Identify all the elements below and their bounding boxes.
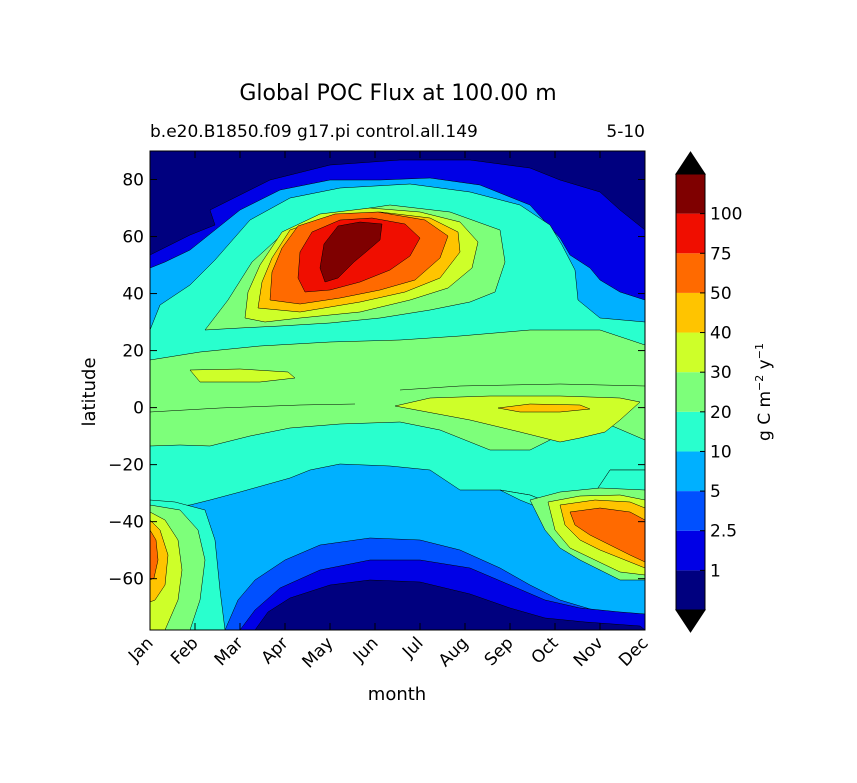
- y-tick-label: 80: [122, 171, 144, 191]
- colorbar-tick-label: 30: [710, 363, 732, 383]
- contour-band-100-north: [319, 221, 383, 283]
- colorbar-swatch: [676, 332, 705, 373]
- colorbar-label-exp2: −1: [753, 343, 766, 359]
- contour-line-eq: [150, 403, 356, 413]
- colorbar-swatch: [676, 570, 705, 610]
- colorbar: 1 2.5 5 10 20 30 40 50 75 100: [675, 151, 742, 633]
- x-tick-label: Dec: [615, 633, 652, 670]
- colorbar-tick-label: 50: [710, 284, 732, 304]
- colorbar-tick-label: 2.5: [710, 522, 737, 542]
- x-tick-label: Sep: [481, 633, 518, 670]
- x-tick-label: Nov: [570, 633, 608, 671]
- x-tick-label: Apr: [258, 633, 293, 668]
- colorbar-label-mid: y: [755, 359, 775, 374]
- colorbar-swatch: [676, 292, 705, 333]
- colorbar-tick-label: 20: [710, 403, 732, 423]
- y-tick-label: 0: [133, 399, 144, 419]
- y-tick-label: 40: [122, 285, 144, 305]
- colorbar-label-main: g C m: [755, 391, 775, 441]
- contour-line-north-20: [399, 383, 645, 391]
- colorbar-swatch: [676, 253, 705, 293]
- contour-band-50-75-south: [569, 507, 645, 563]
- chart-subtitle-left: b.e20.B1850.f09 g17.pi control.all.149: [150, 122, 478, 142]
- y-tick-label: 60: [122, 228, 144, 248]
- colorbar-frame: [675, 173, 706, 611]
- colorbar-swatch: [676, 213, 705, 254]
- y-axis-ticks: 80 60 40 20 0 −20 −40 −60: [108, 171, 645, 590]
- colorbar-label: g C m−2 y−1: [753, 343, 775, 441]
- x-tick-label: Jun: [349, 633, 383, 667]
- y-axis-label: latitude: [79, 357, 100, 426]
- x-axis-label: month: [368, 684, 426, 705]
- chart-subtitle-right: 5-10: [606, 122, 645, 142]
- contour-band-arctic-low: [150, 151, 645, 301]
- x-tick-label: Mar: [211, 633, 248, 670]
- y-tick-label: 20: [122, 342, 144, 362]
- x-tick-label: Jan: [124, 633, 157, 666]
- x-tick-label: May: [299, 633, 338, 672]
- y-tick-label: −40: [108, 513, 144, 533]
- colorbar-swatch: [676, 491, 705, 531]
- colorbar-tick-label: 100: [710, 205, 742, 225]
- x-tick-label: Oct: [528, 633, 563, 668]
- colorbar-tick-label: 10: [710, 442, 732, 462]
- contour-band-1-south: [254, 579, 645, 630]
- contour-fills: [150, 151, 645, 630]
- y-tick-label: −60: [108, 570, 144, 590]
- x-tick-label: Feb: [167, 633, 202, 668]
- y-tick-label: −20: [108, 456, 144, 476]
- colorbar-tick-label: 5: [710, 482, 721, 502]
- contour-band-30-40-strip: [189, 368, 296, 383]
- contour-band-50-75-sw: [150, 529, 159, 581]
- colorbar-swatch: [676, 411, 705, 452]
- contour-band-arctic-1: [150, 151, 645, 256]
- plot-area: Jan Feb Mar Apr May Jun Jul Aug Sep Oct Nov Dec 80 6…: [108, 150, 653, 672]
- chart-title: Global POC Flux at 100.00 m: [239, 81, 556, 106]
- colorbar-swatch: [676, 451, 705, 492]
- colorbar-tick-label: 1: [710, 561, 721, 581]
- colorbar-swatch: [676, 174, 705, 214]
- contour-band-40-50-eq: [497, 403, 591, 413]
- colorbar-swatch: [676, 530, 705, 571]
- colorbar-extend-top: [675, 151, 706, 175]
- plot-frame: [149, 150, 646, 631]
- colorbar-tick-label: 40: [710, 324, 732, 344]
- x-tick-label: Jul: [398, 633, 427, 662]
- x-tick-label: Aug: [435, 633, 473, 671]
- colorbar-tick-label: 75: [710, 244, 732, 264]
- colorbar-swatch: [676, 372, 705, 412]
- colorbar-label-exp1: −2: [753, 375, 766, 391]
- colorbar-extend-bottom: [675, 609, 706, 633]
